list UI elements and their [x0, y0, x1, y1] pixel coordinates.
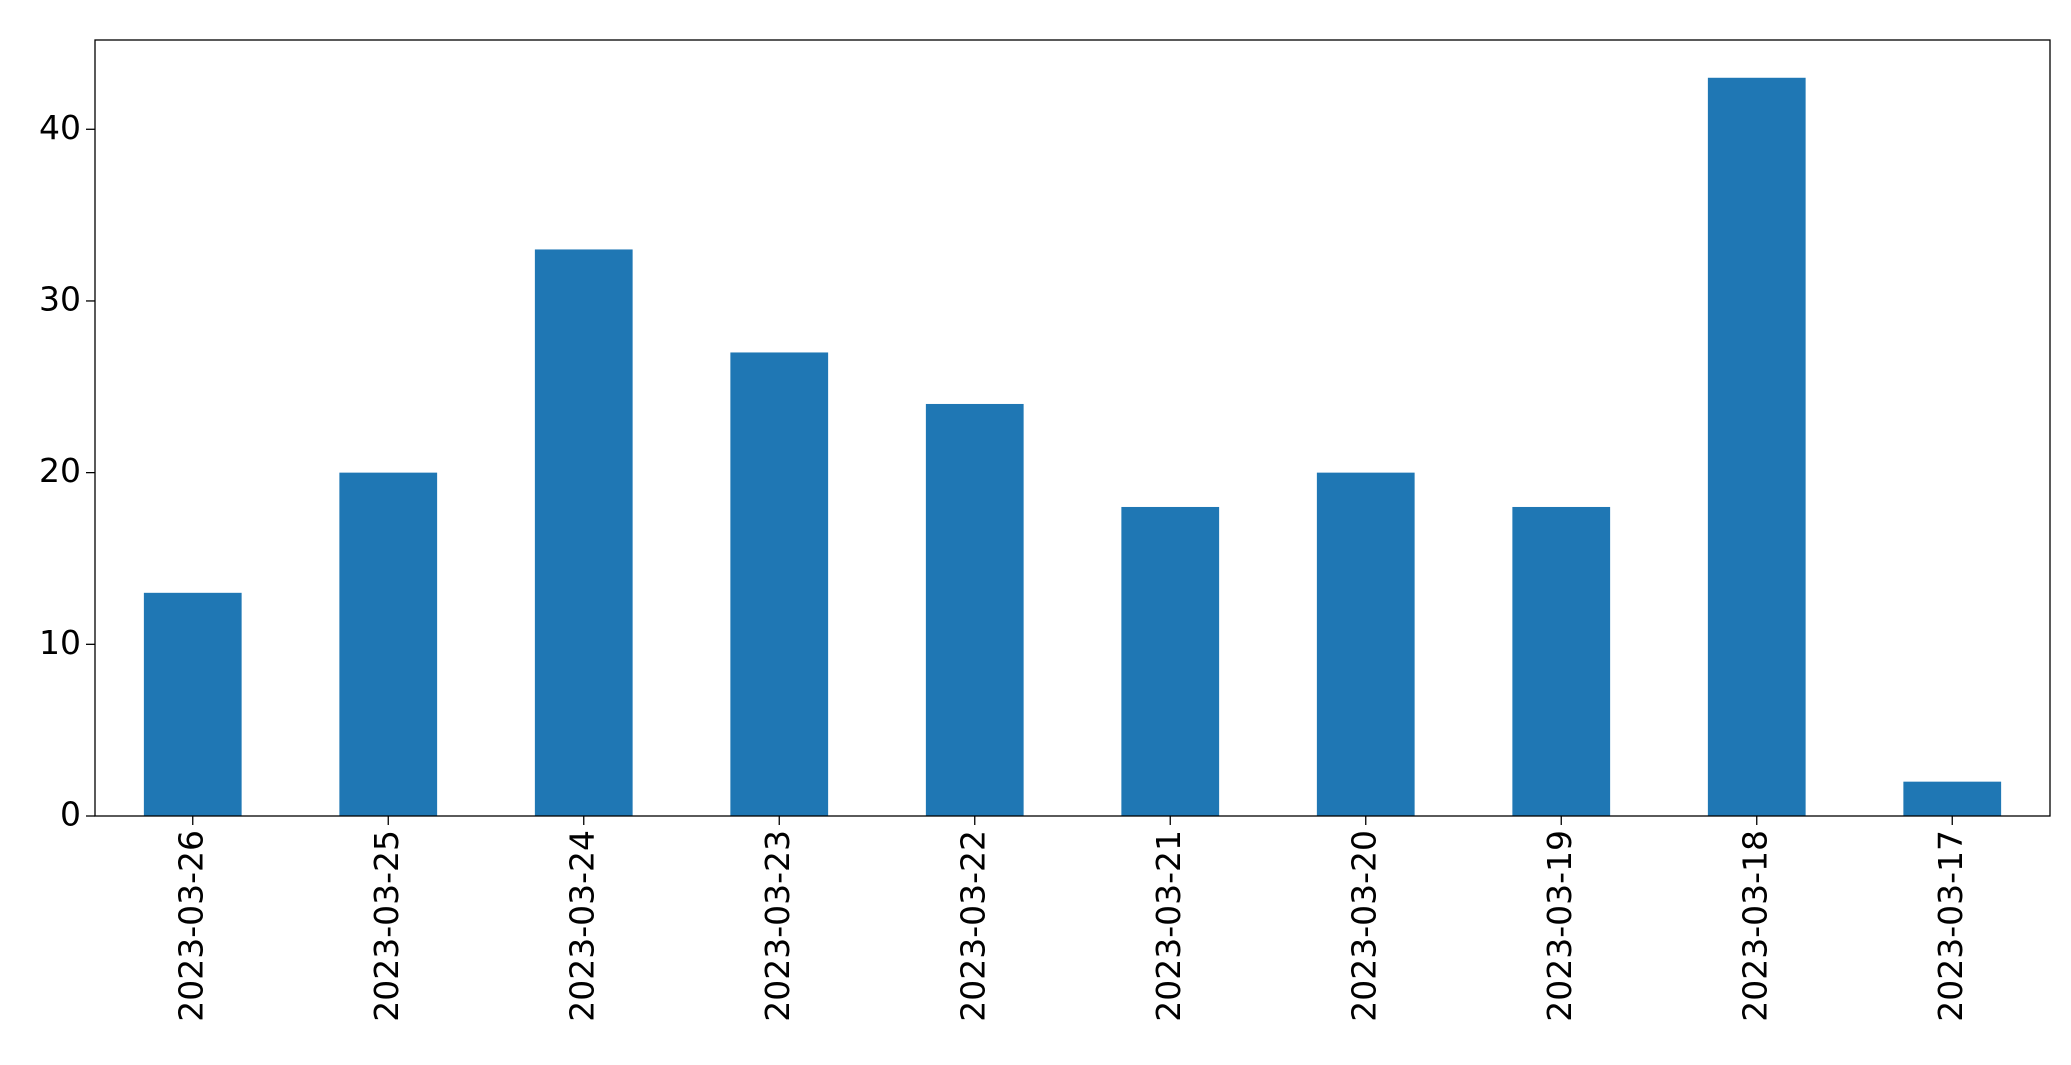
x-tick-label: 2023-03-21 — [1149, 830, 1188, 1022]
y-tick-label: 10 — [39, 623, 81, 662]
bar — [1512, 506, 1611, 816]
x-tick-label: 2023-03-17 — [1931, 830, 1970, 1022]
bar — [1121, 506, 1220, 816]
x-tick-label: 2023-03-20 — [1344, 830, 1383, 1022]
y-tick-label: 40 — [39, 108, 81, 147]
x-tick-label: 2023-03-24 — [562, 830, 601, 1022]
y-tick-label: 30 — [39, 279, 81, 318]
bar — [925, 403, 1024, 816]
plot-frame — [94, 39, 2051, 817]
bar — [730, 352, 829, 816]
y-tick-label: 0 — [60, 795, 81, 834]
bar — [1903, 781, 2002, 816]
x-tick-label: 2023-03-19 — [1540, 830, 1579, 1022]
y-tick-label: 20 — [39, 451, 81, 490]
x-tick-label: 2023-03-18 — [1735, 830, 1774, 1022]
x-tick-label: 2023-03-25 — [367, 830, 406, 1022]
x-tick-label: 2023-03-22 — [953, 830, 992, 1022]
bar — [339, 472, 438, 816]
bar — [534, 249, 633, 817]
bar — [1316, 472, 1415, 816]
x-tick-label: 2023-03-23 — [758, 830, 797, 1022]
bar — [1707, 77, 1806, 817]
x-tick-label: 2023-03-26 — [171, 830, 210, 1022]
bar — [143, 592, 242, 816]
